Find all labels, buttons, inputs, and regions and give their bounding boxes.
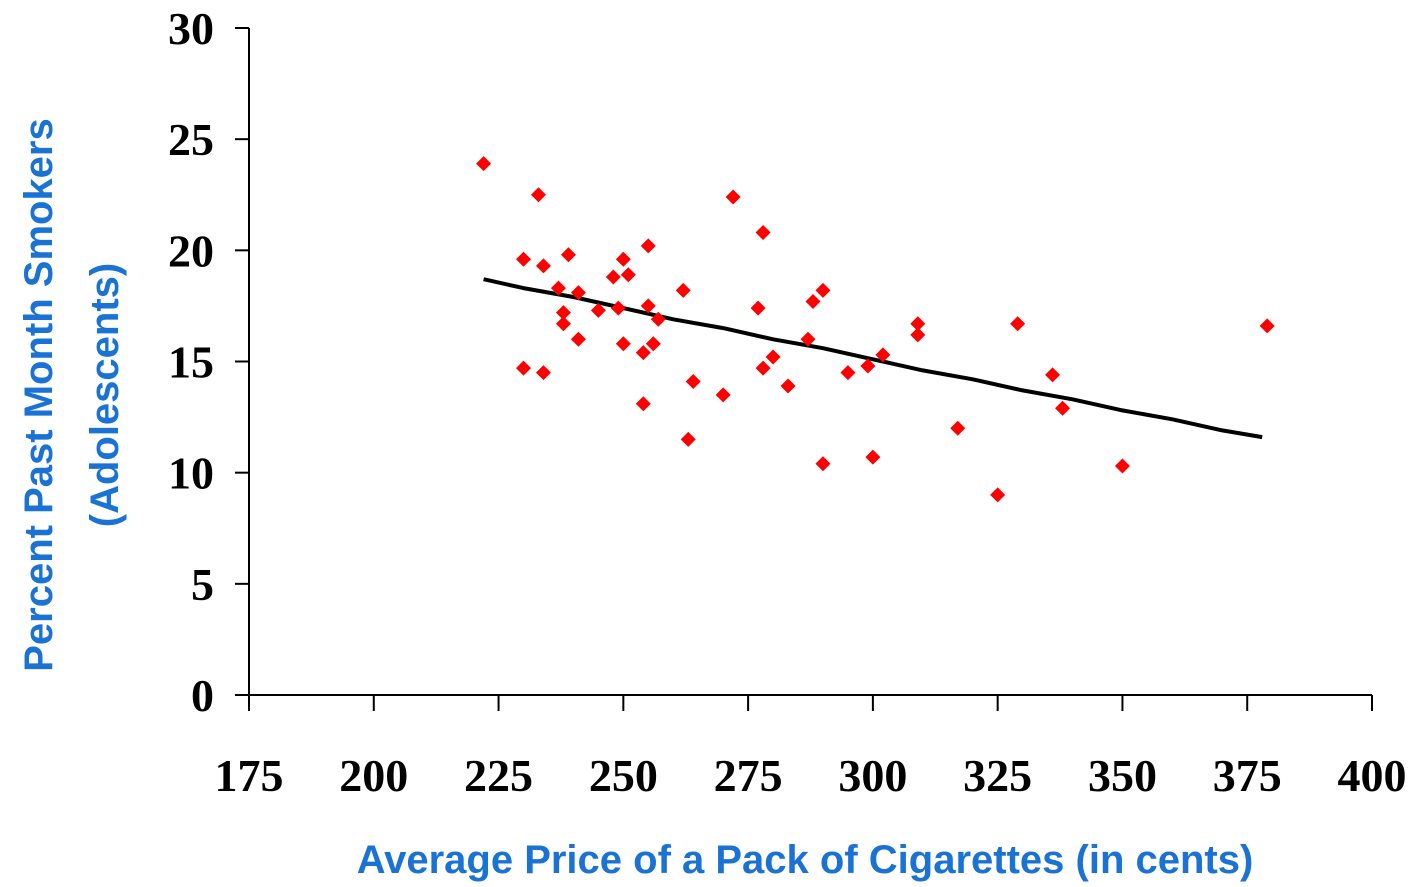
x-tick-label: 225	[464, 750, 533, 801]
data-point	[590, 302, 606, 318]
y-axis-ticks: 0 5 10 15 20 25 30	[168, 3, 249, 721]
data-point	[755, 360, 771, 376]
data-point	[750, 300, 766, 316]
y-tick-label: 0	[191, 670, 214, 721]
data-points	[476, 156, 1275, 503]
data-point	[620, 267, 636, 283]
data-point	[610, 300, 626, 316]
x-tick-label: 375	[1213, 750, 1282, 801]
data-point	[1259, 318, 1275, 334]
data-point	[615, 336, 631, 352]
data-point	[865, 449, 881, 465]
y-tick-label: 20	[168, 225, 214, 276]
data-point	[516, 360, 532, 376]
data-point	[645, 336, 661, 352]
data-point	[635, 396, 651, 412]
y-tick-label: 30	[168, 3, 214, 54]
data-point	[860, 358, 876, 374]
data-point	[800, 331, 816, 347]
data-point	[950, 420, 966, 436]
data-point	[875, 347, 891, 363]
data-point	[635, 345, 651, 361]
data-point	[715, 387, 731, 403]
data-point	[1045, 367, 1061, 383]
data-point	[550, 280, 566, 296]
x-tick-label: 250	[589, 750, 658, 801]
x-tick-label: 350	[1088, 750, 1157, 801]
data-point	[476, 156, 492, 172]
data-point	[910, 327, 926, 343]
axes	[248, 28, 1372, 696]
y-axis-title-line-1: Percent Past Month Smokers	[17, 118, 61, 672]
y-tick-label: 10	[168, 448, 214, 499]
data-point	[640, 298, 656, 314]
data-point	[640, 238, 656, 254]
data-point	[990, 487, 1006, 503]
data-point	[815, 282, 831, 298]
data-point	[1055, 400, 1071, 416]
data-point	[570, 331, 586, 347]
data-point	[535, 258, 551, 274]
data-point	[535, 365, 551, 381]
data-point	[516, 251, 532, 267]
data-point	[680, 431, 696, 447]
data-point	[725, 189, 741, 205]
data-point	[765, 349, 781, 365]
x-tick-label: 175	[215, 750, 284, 801]
trendline-group	[483, 277, 1263, 440]
data-point	[1114, 458, 1130, 474]
data-point	[560, 247, 576, 263]
x-tick-label: 200	[339, 750, 408, 801]
x-tick-label: 400	[1338, 750, 1407, 801]
y-tick-label: 25	[168, 114, 214, 165]
trendline	[483, 277, 1263, 440]
data-point	[675, 282, 691, 298]
x-tick-label: 275	[714, 750, 783, 801]
data-point	[815, 456, 831, 472]
y-axis-title: Percent Past Month Smokers (Adolescents)	[17, 118, 127, 672]
data-point	[1010, 316, 1026, 332]
data-point	[570, 285, 586, 301]
data-point	[685, 374, 701, 390]
y-tick-label: 15	[168, 337, 214, 388]
y-axis-title-line-2: (Adolescents)	[83, 263, 127, 528]
data-point	[805, 293, 821, 309]
data-point	[650, 311, 666, 327]
data-point	[840, 365, 856, 381]
data-point	[780, 378, 796, 394]
data-point	[555, 305, 571, 321]
data-point	[555, 316, 571, 332]
data-point	[910, 316, 926, 332]
y-tick-label: 5	[191, 559, 214, 610]
x-tick-label: 300	[838, 750, 907, 801]
x-axis-ticks: 175 200 225 250 275 300 325 350 375 400	[215, 695, 1407, 801]
x-tick-label: 325	[963, 750, 1032, 801]
x-axis-title: Average Price of a Pack of Cigarettes (i…	[357, 838, 1254, 882]
data-point	[605, 269, 621, 285]
data-point	[530, 187, 546, 203]
data-point	[615, 251, 631, 267]
data-point	[755, 225, 771, 241]
